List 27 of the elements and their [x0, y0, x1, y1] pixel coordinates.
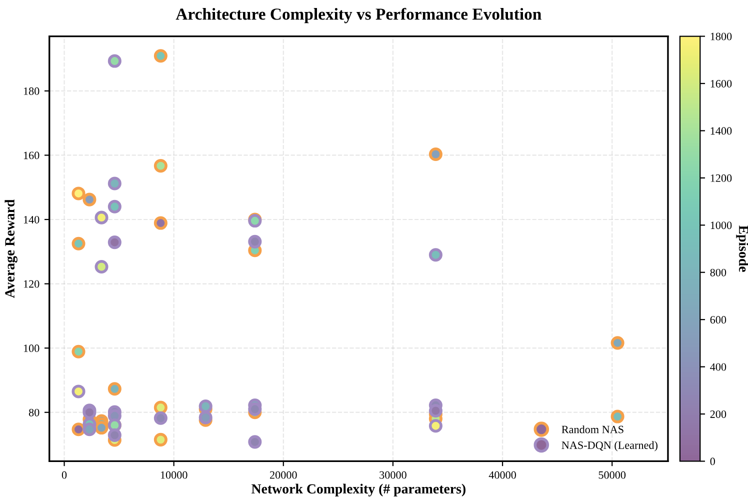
color-bar-label: 800	[710, 268, 726, 276]
color-bar-label: 600	[710, 316, 726, 324]
y-tick-label: 120	[24, 280, 40, 288]
x-tick-label: 40000	[488, 471, 516, 479]
y-tick-label: 180	[24, 87, 40, 95]
legend-label: Random NAS	[562, 425, 624, 434]
color-bar-label: 1600	[710, 80, 732, 88]
legend-label: NAS-DQN (Learned)	[562, 441, 658, 452]
color-bar-label: 1000	[710, 222, 732, 230]
color-bar-label: 1800	[710, 32, 732, 40]
color-bar-label: 400	[710, 363, 726, 371]
color-bar-label: 1200	[710, 174, 732, 182]
y-axis-title: Average Reward	[4, 199, 18, 298]
y-tick-label: 100	[24, 344, 40, 352]
y-tick-label: 160	[24, 152, 40, 160]
x-tick-label: 20000	[270, 471, 297, 479]
color-bar-label: 200	[710, 410, 726, 418]
x-tick-label: 30000	[380, 471, 406, 479]
x-tick-label: 0	[62, 471, 67, 479]
y-tick-label: 80	[28, 408, 40, 416]
color-bar-label: 0	[710, 458, 715, 466]
x-tick-label: 50000	[598, 471, 626, 479]
x-tick-label: 10000	[160, 471, 188, 479]
chart-title: Architecture Complexity vs Performance Evolution	[176, 8, 542, 24]
x-axis-title: Network Complexity (# parameters)	[252, 484, 466, 496]
color-bar-label: 1400	[710, 127, 732, 135]
y-tick-label: 140	[24, 216, 40, 224]
